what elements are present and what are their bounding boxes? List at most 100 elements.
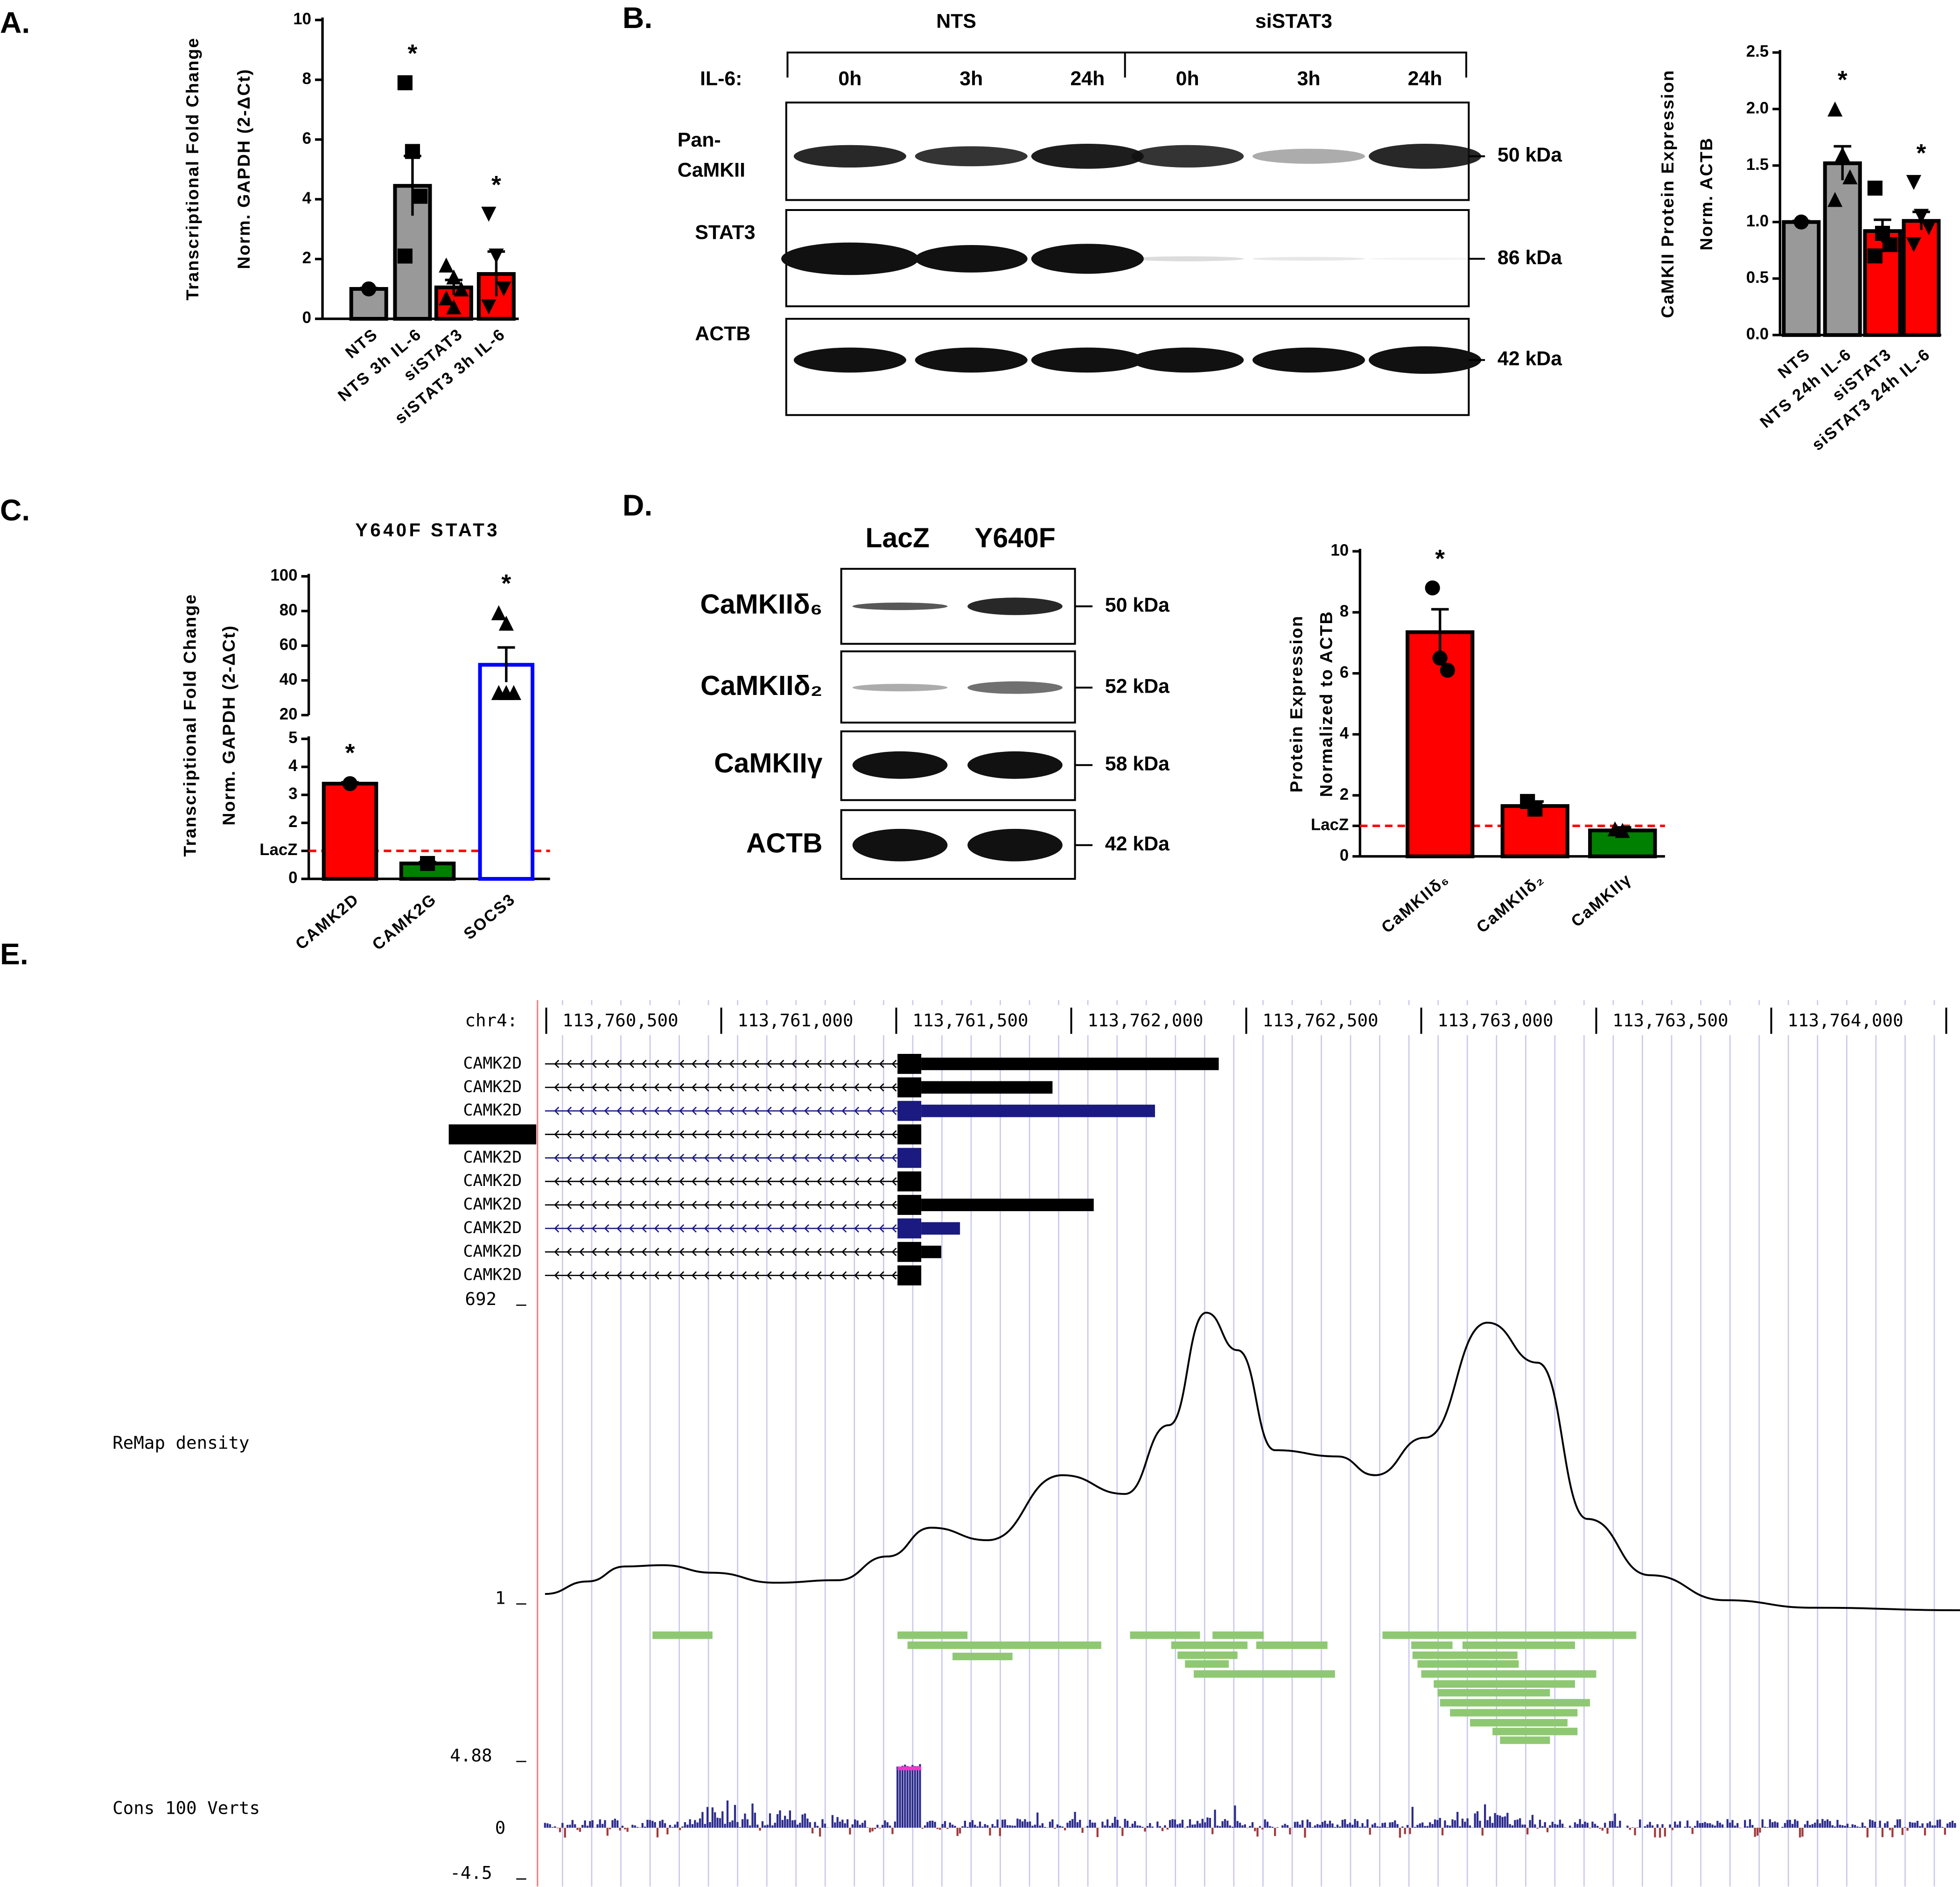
data-point [481,299,497,315]
intron-chevron [579,1153,584,1162]
intron-chevron [854,1271,860,1280]
intron-chevron [716,1224,722,1233]
intron-chevron [829,1224,834,1233]
intron-chevron [816,1177,822,1186]
intron-chevron [641,1059,647,1068]
intron-chevron [654,1130,659,1139]
intron-chevron [567,1224,572,1233]
peak-bar [1171,1641,1248,1649]
intron-chevron [704,1083,709,1092]
intron-chevron [754,1224,759,1233]
intron-chevron [829,1200,834,1209]
intron-chevron [591,1059,597,1068]
intron-chevron [754,1153,759,1162]
blot-band [781,242,919,275]
intron-chevron [704,1200,709,1209]
x-tick-label: SOCS3 [460,890,519,943]
data-point [1425,580,1440,596]
intron-chevron [616,1083,622,1092]
intron-chevron [567,1059,572,1068]
intron-chevron [579,1083,584,1092]
data-point [1835,147,1850,162]
intron-chevron [692,1177,697,1186]
intron-chevron [679,1059,685,1068]
intron-chevron [891,1059,897,1068]
intron-chevron [616,1107,622,1115]
peak-bar [1212,1631,1264,1639]
ruler-label: 113,763,500 [1612,1010,1728,1031]
intron-chevron [742,1153,747,1162]
intron-chevron [729,1271,735,1280]
intron-chevron [629,1107,634,1115]
intron-chevron [629,1271,634,1280]
bar [1782,220,1821,337]
blot-band [1369,346,1482,374]
data-point [496,281,511,297]
blot-band [852,751,948,779]
intron-chevron [816,1130,822,1139]
intron-chevron [579,1271,584,1280]
y-tick-label: 2 [302,249,311,267]
blot-band [793,145,906,168]
intron-chevron [692,1200,697,1209]
peak-bar [1437,1689,1550,1697]
intron-chevron [554,1200,560,1209]
intron-chevron [729,1059,735,1068]
panel-label: E. [0,937,28,971]
intron-chevron [841,1177,847,1186]
intron-chevron [829,1059,834,1068]
y-axis-label: Norm. GAPDH (2-ΔCt) [234,69,253,269]
blot-band [1131,256,1244,261]
intron-chevron [567,1107,572,1115]
y-tick-label: 100 [270,566,297,584]
intron-chevron [629,1130,634,1139]
data-point [1913,209,1929,224]
ruler-label: 113,764,000 [1787,1010,1903,1031]
intron-chevron [666,1248,672,1256]
intron-chevron [704,1107,709,1115]
intron-chevron [804,1200,809,1209]
intron-chevron [579,1107,584,1115]
intron-chevron [804,1059,809,1068]
track-name: ReMap density [112,1432,249,1453]
intron-chevron [554,1153,560,1162]
intron-chevron [891,1271,897,1280]
lane-label: 0h [1176,68,1199,90]
intron-chevron [766,1248,772,1256]
intron-chevron [641,1271,647,1280]
y-tick-label: 20 [280,705,298,723]
transcript-label: CAMK2D [463,1171,522,1190]
intron-chevron [879,1083,884,1092]
peak-bar [1185,1660,1229,1668]
y-tick-label: 0.5 [1746,268,1769,287]
transcript-utr [921,1199,1094,1211]
intron-chevron [579,1177,584,1186]
blot-band [967,681,1063,694]
blot-band [1131,145,1244,168]
size-label: 58 kDa [1105,753,1170,775]
transcript-highlight [448,1124,537,1144]
y-tick-label: 2.5 [1746,42,1769,61]
group-bracket [786,51,1467,78]
intron-chevron [666,1107,672,1115]
intron-chevron [554,1083,560,1092]
data-point [1615,823,1630,838]
intron-chevron [854,1083,860,1092]
intron-chevron [716,1200,722,1209]
intron-chevron [891,1153,897,1162]
intron-chevron [854,1200,860,1209]
intron-chevron [742,1248,747,1256]
blot-band [967,751,1063,779]
cons-max-flag [897,1766,922,1770]
intron-chevron [779,1153,784,1162]
intron-chevron [791,1130,797,1139]
size-label: 50 kDa [1105,594,1170,616]
intron-chevron [654,1177,659,1186]
intron-chevron [716,1248,722,1256]
panel-label: B. [623,1,652,35]
intron-chevron [616,1153,622,1162]
lane-label: 0h [838,68,861,90]
y-tick-label: 4 [1340,724,1349,743]
